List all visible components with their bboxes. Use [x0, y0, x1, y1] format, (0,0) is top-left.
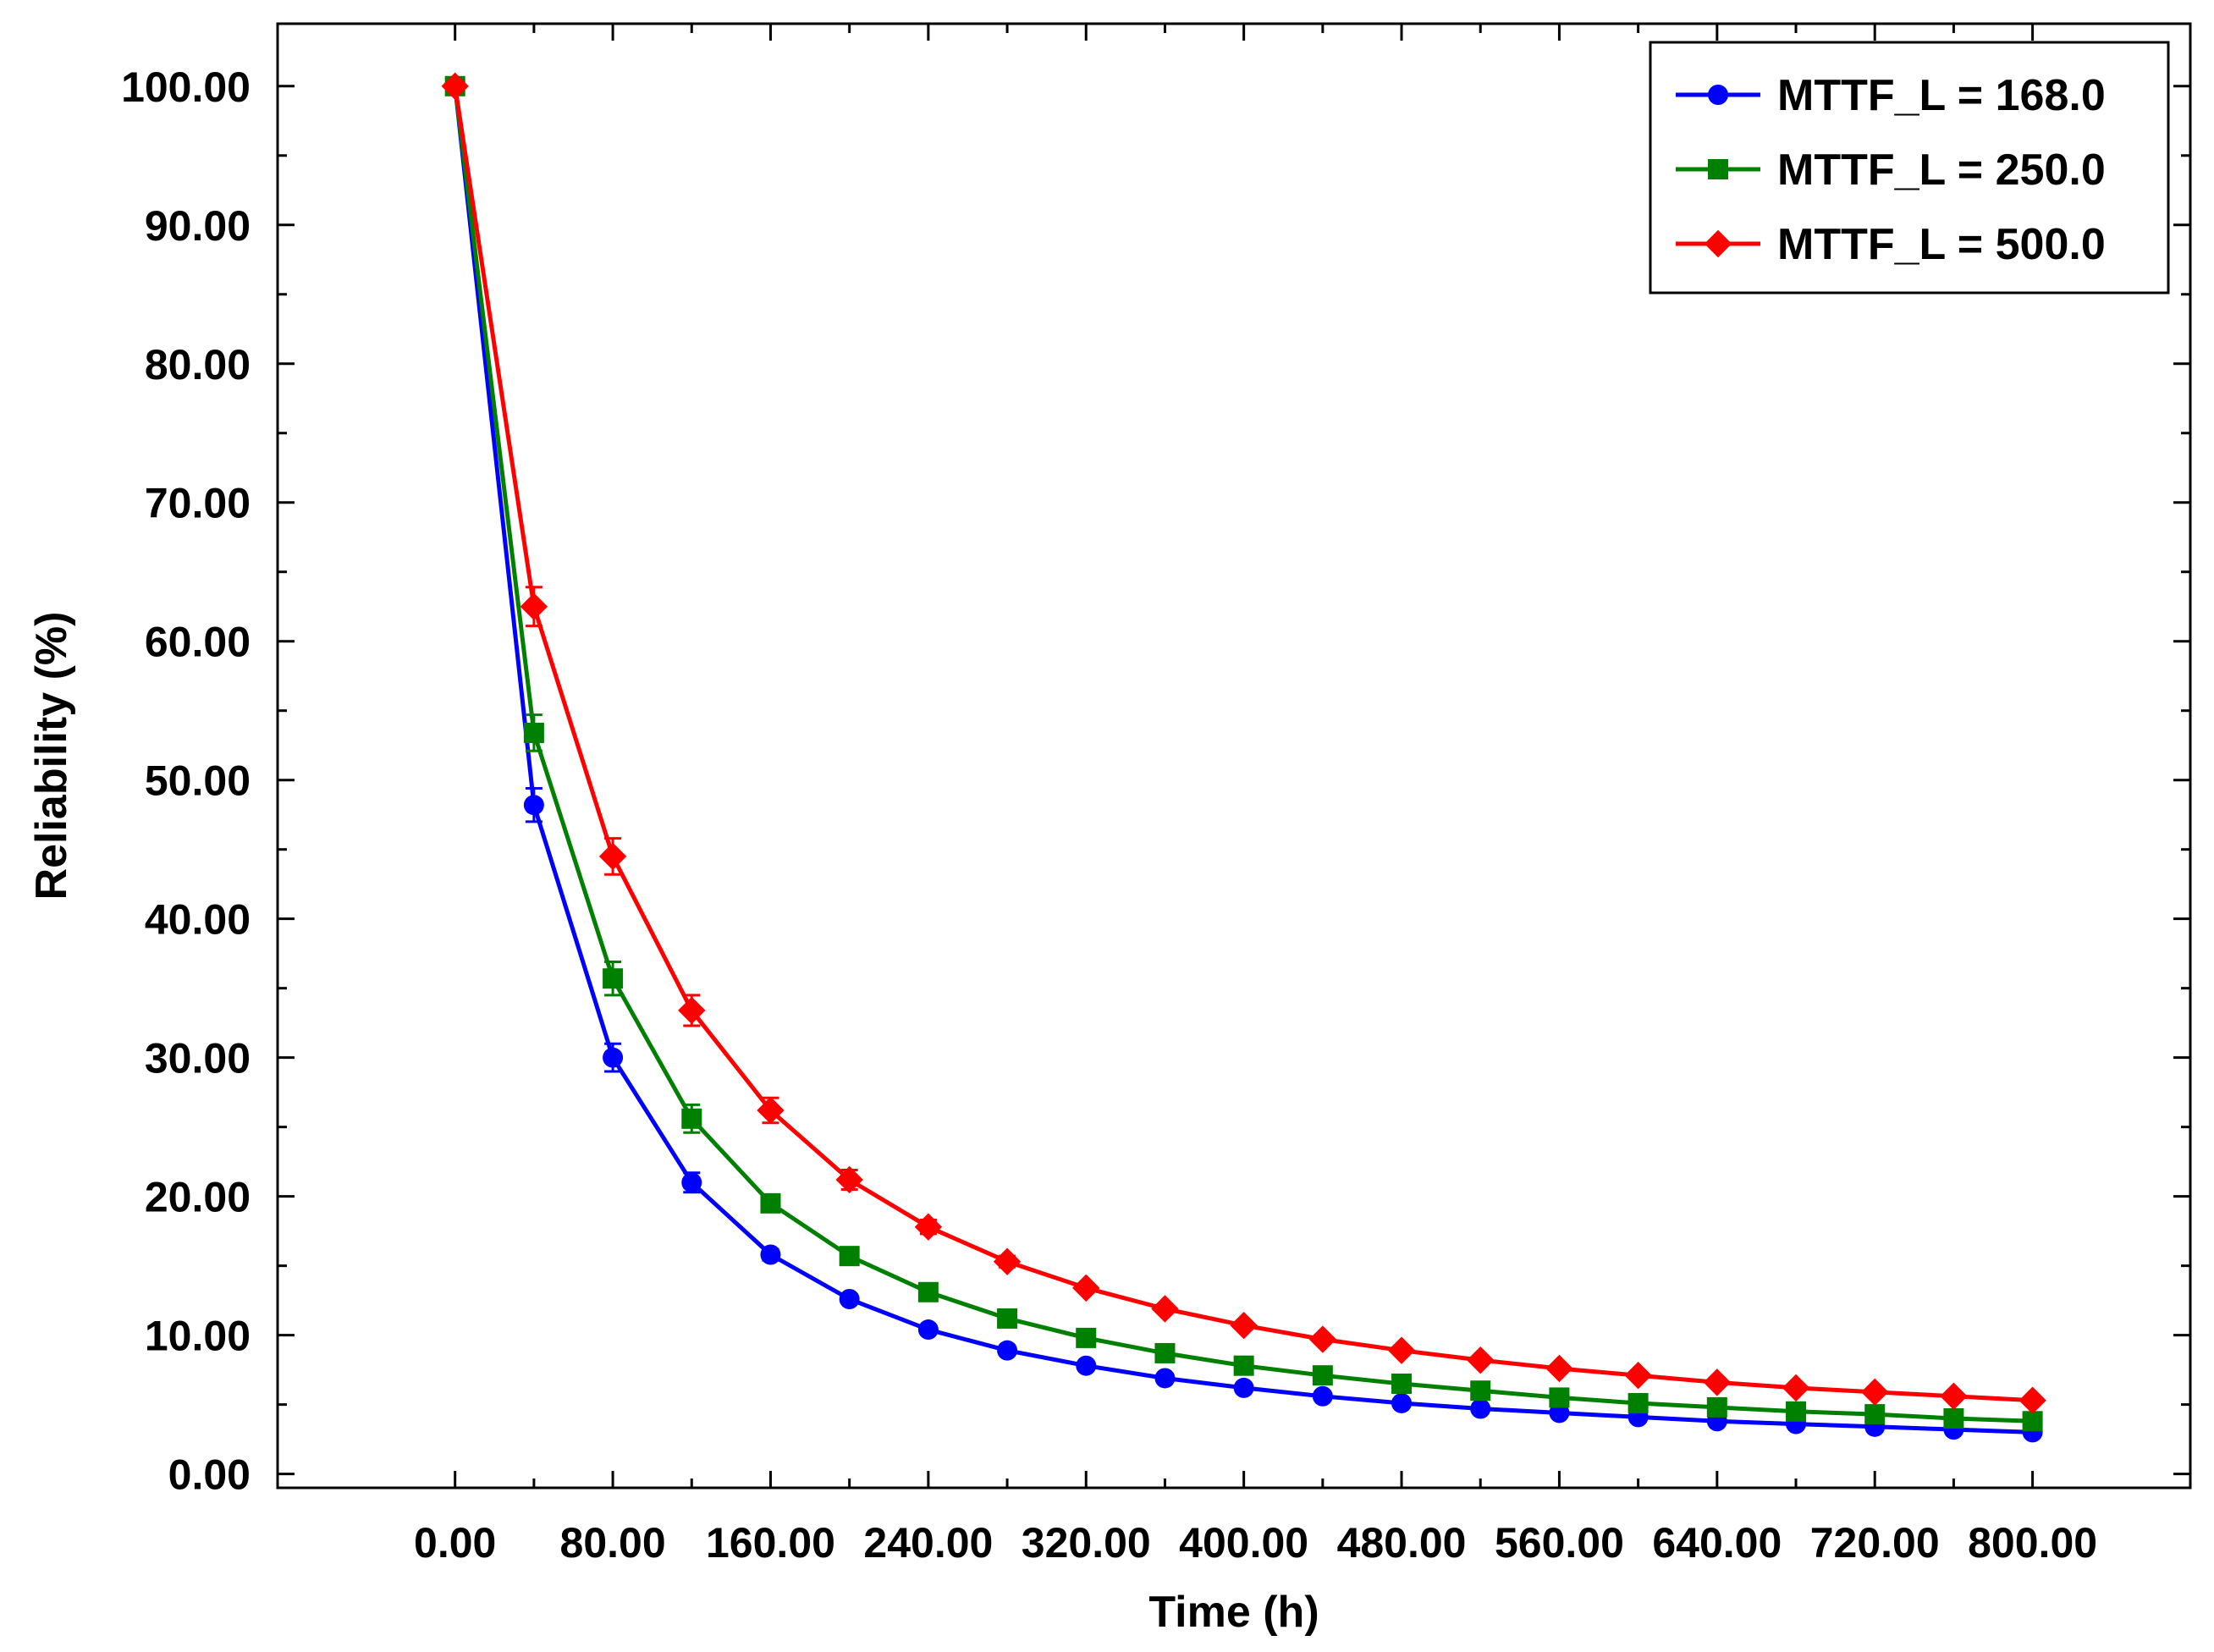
data-point [1549, 1387, 1570, 1408]
data-point [1703, 1368, 1732, 1396]
y-tick-label: 100.00 [121, 63, 251, 111]
y-tick-label: 0.00 [168, 1451, 251, 1499]
data-point [835, 1165, 863, 1194]
x-tick-label: 80.00 [560, 1519, 666, 1567]
data-point [598, 842, 627, 871]
data-point [1786, 1401, 1807, 1422]
data-point [1308, 1325, 1337, 1353]
data-point [441, 72, 469, 100]
data-point [1233, 1355, 1254, 1376]
data-point [523, 795, 544, 816]
data-point [1154, 1342, 1176, 1363]
data-point [678, 996, 706, 1025]
y-tick-label: 10.00 [145, 1313, 251, 1360]
y-tick-label: 30.00 [145, 1035, 251, 1082]
data-point [1312, 1385, 1333, 1407]
data-point [1861, 1378, 1889, 1407]
y-axis-title: Reliability (%) [27, 612, 76, 900]
x-tick-label: 560.00 [1495, 1519, 1624, 1567]
legend-marker [1704, 229, 1732, 258]
axes-group: 0.00 80.00 160.00 240.00 320.00 400.00 480.00 5… [121, 24, 2190, 1567]
data-point [603, 1047, 624, 1068]
data-point [1627, 1392, 1649, 1413]
data-point [1470, 1398, 1491, 1419]
data-point [839, 1246, 860, 1267]
data-point [1391, 1392, 1413, 1413]
x-tick-label: 640.00 [1652, 1519, 1782, 1567]
data-point [839, 1288, 860, 1309]
series-group [441, 72, 2046, 1443]
data-point [2018, 1386, 2046, 1414]
data-point [1624, 1361, 1652, 1390]
data-point [1943, 1408, 1964, 1429]
data-point [1387, 1336, 1416, 1364]
data-point [1076, 1355, 1097, 1376]
data-point [1545, 1354, 1573, 1383]
data-point [1151, 1295, 1179, 1323]
data-point [1467, 1346, 1495, 1374]
legend-entry: MTTF_L = 500.0 [1676, 220, 2106, 269]
data-point [1233, 1377, 1254, 1398]
x-tick-label: 480.00 [1337, 1519, 1467, 1567]
data-point [1782, 1374, 1810, 1402]
legend-label: MTTF_L = 250.0 [1777, 146, 2106, 195]
data-point [520, 592, 548, 620]
data-point [1312, 1365, 1333, 1386]
data-point [917, 1281, 939, 1302]
data-point [997, 1308, 1018, 1329]
data-point [1391, 1374, 1413, 1395]
y-tick-label: 40.00 [145, 896, 251, 944]
x-tick-label: 800.00 [1968, 1519, 2097, 1567]
x-tick-label: 720.00 [1810, 1519, 1940, 1567]
legend-marker [1708, 159, 1728, 179]
data-point [760, 1192, 781, 1214]
data-point [760, 1244, 781, 1265]
data-point [1230, 1311, 1258, 1340]
legend-label: MTTF_L = 168.0 [1777, 71, 2106, 120]
x-tick-label: 160.00 [706, 1519, 835, 1567]
data-point [681, 1108, 702, 1129]
y-tick-label: 60.00 [145, 619, 251, 666]
legend-marker [1708, 85, 1728, 105]
series-2 [444, 75, 2043, 1432]
x-axis-title: Time (h) [1148, 1588, 1319, 1637]
data-point [917, 1319, 939, 1341]
data-point [1154, 1368, 1176, 1389]
data-point [1076, 1327, 1097, 1348]
data-point [2022, 1411, 2043, 1432]
x-tick-label: 320.00 [1022, 1519, 1151, 1567]
y-tick-label: 80.00 [145, 341, 251, 388]
data-point [1940, 1382, 1968, 1410]
plot-frame [276, 22, 2192, 1490]
x-tick-label: 0.00 [414, 1519, 496, 1567]
x-tick-label: 400.00 [1179, 1519, 1308, 1567]
legend-entry: MTTF_L = 168.0 [1676, 71, 2106, 120]
data-point [523, 722, 544, 743]
legend-label: MTTF_L = 500.0 [1777, 220, 2106, 269]
data-point [1072, 1274, 1100, 1302]
data-point [681, 1172, 702, 1193]
data-point [603, 968, 624, 989]
data-point [914, 1213, 943, 1241]
data-point [757, 1096, 785, 1125]
data-point [1470, 1380, 1491, 1401]
plot-area [276, 22, 2192, 1490]
y-tick-label: 50.00 [145, 757, 251, 805]
data-point [1864, 1404, 1886, 1425]
series-3 [441, 72, 2046, 1414]
y-tick-label: 90.00 [145, 202, 251, 250]
y-tick-label: 20.00 [145, 1174, 251, 1221]
legend: MTTF_L = 168.0 MTTF_L = 250.0 MTTF_L = 500… [1649, 41, 2170, 295]
x-tick-label: 240.00 [863, 1519, 993, 1567]
legend-entry: MTTF_L = 250.0 [1676, 146, 2106, 195]
data-point [993, 1247, 1022, 1275]
y-tick-label: 70.00 [145, 480, 251, 527]
data-point [1549, 1402, 1570, 1423]
data-point [997, 1340, 1018, 1361]
data-point [1706, 1396, 1727, 1418]
